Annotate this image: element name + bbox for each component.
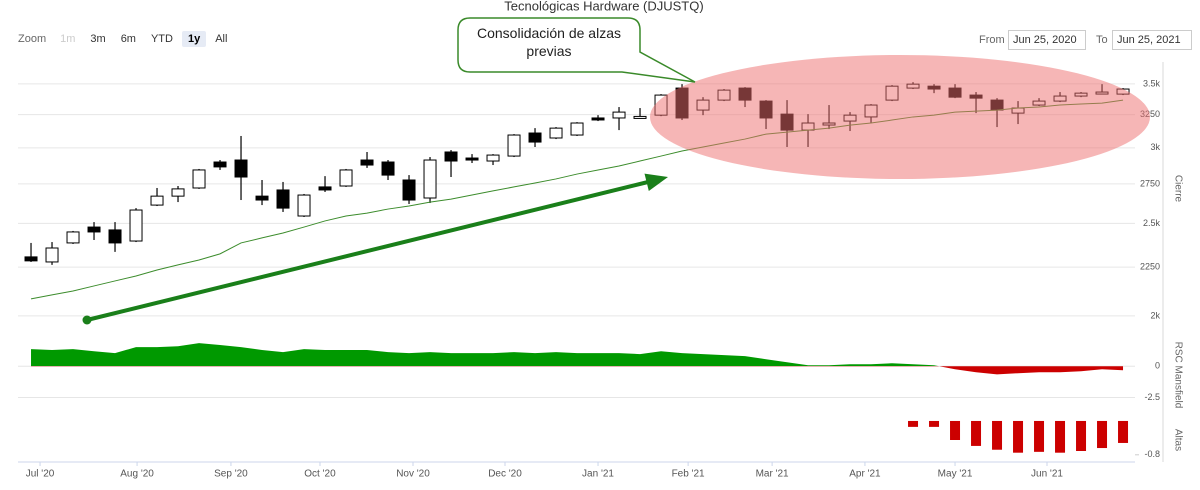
zoom-button: 1m bbox=[60, 33, 76, 45]
candle-body bbox=[45, 247, 59, 263]
bar bbox=[1097, 420, 1108, 449]
bar bbox=[950, 420, 961, 440]
candle-body bbox=[255, 195, 269, 201]
range-selector: Zoom 1m 3m 6m YTD 1y All bbox=[18, 31, 233, 47]
candle-body bbox=[318, 186, 332, 191]
bar bbox=[908, 420, 919, 427]
zoom-button[interactable]: 3m bbox=[90, 33, 106, 45]
bar bbox=[1034, 420, 1045, 452]
callout-text: Consolidación de alzas previas bbox=[477, 25, 621, 59]
y-tick-label: 2750 bbox=[1140, 178, 1160, 188]
trend-arrow bbox=[86, 180, 649, 322]
candle-body bbox=[465, 157, 479, 161]
y-tick-label: 3.5k bbox=[1143, 78, 1161, 88]
y-axis-title: Cierre bbox=[1172, 175, 1183, 203]
candle-body bbox=[570, 122, 584, 136]
x-tick-label: Sep '20 bbox=[214, 469, 248, 480]
chart-title: Tecnológicas Hardware (DJUSTQ) bbox=[504, 0, 703, 13]
zoom-button[interactable]: 6m bbox=[120, 33, 136, 45]
zoom-button[interactable]: 1y bbox=[181, 31, 207, 47]
area bbox=[31, 343, 1124, 375]
trend-arrow-head bbox=[644, 173, 668, 191]
candle-body bbox=[150, 195, 164, 206]
zoom-button[interactable]: All bbox=[215, 33, 228, 45]
y-tick-label: 2k bbox=[1150, 310, 1160, 320]
x-tick-label: Feb '21 bbox=[672, 469, 705, 480]
candle-body bbox=[276, 189, 290, 209]
candle-body bbox=[192, 169, 206, 189]
x-tick-label: Jun '21 bbox=[1031, 469, 1063, 480]
y-tick-label: 3k bbox=[1150, 142, 1160, 152]
y-tick-label: 3250 bbox=[1140, 109, 1160, 119]
candle-body bbox=[633, 115, 647, 119]
x-tick-label: Oct '20 bbox=[304, 469, 336, 480]
y-tick-label: -0.8 bbox=[1144, 449, 1160, 459]
candle-body bbox=[24, 256, 38, 262]
candle-body bbox=[423, 159, 437, 199]
callout-box bbox=[457, 17, 696, 83]
candle-body bbox=[234, 159, 248, 178]
x-tick-label: May '21 bbox=[938, 469, 973, 480]
to-label: To bbox=[1096, 34, 1108, 46]
from-label: From bbox=[979, 34, 1005, 46]
candle-body bbox=[612, 111, 626, 119]
candle-body bbox=[402, 179, 416, 201]
candle-body bbox=[360, 159, 374, 166]
candle-body bbox=[444, 151, 458, 162]
bar bbox=[929, 420, 940, 427]
candle-body bbox=[486, 154, 500, 162]
x-tick-label: Apr '21 bbox=[849, 469, 881, 480]
y-tick-label: -2.5 bbox=[1144, 392, 1160, 402]
candle-body bbox=[87, 226, 101, 233]
y-tick-label: 2.5k bbox=[1143, 218, 1161, 228]
bar bbox=[992, 420, 1003, 450]
zoom-label: Zoom bbox=[18, 33, 47, 45]
bar bbox=[1013, 420, 1024, 453]
candle-body bbox=[507, 134, 521, 157]
x-tick-label: Nov '20 bbox=[396, 469, 430, 480]
candle-body bbox=[591, 117, 605, 121]
x-tick-label: Aug '20 bbox=[120, 469, 154, 480]
trend-arrow-start bbox=[82, 315, 92, 325]
bar bbox=[1118, 420, 1129, 443]
candle-body bbox=[297, 194, 311, 217]
y-axis-title: RSC Mansfield bbox=[1172, 342, 1183, 409]
to-date-input[interactable]: Jun 25, 2021 bbox=[1112, 30, 1192, 50]
zoom-button[interactable]: YTD bbox=[150, 33, 173, 45]
candle-body bbox=[339, 169, 353, 187]
candle-body bbox=[171, 188, 185, 197]
x-tick-label: Jan '21 bbox=[582, 469, 614, 480]
from-date-input[interactable]: Jun 25, 2020 bbox=[1008, 30, 1086, 50]
bar bbox=[1055, 420, 1066, 453]
y-tick-label: 0 bbox=[1155, 361, 1160, 371]
x-tick-label: Dec '20 bbox=[488, 469, 522, 480]
candle-body bbox=[381, 161, 395, 176]
bar bbox=[971, 420, 982, 446]
y-tick-label: 2250 bbox=[1140, 261, 1160, 271]
candle-body bbox=[528, 132, 542, 143]
bar bbox=[1076, 420, 1087, 451]
candle-body bbox=[108, 229, 122, 244]
candle-body bbox=[129, 209, 143, 242]
candle-body bbox=[213, 161, 227, 168]
candle-body bbox=[66, 231, 80, 244]
x-tick-label: Jul '20 bbox=[26, 469, 55, 480]
y-axis-title: Altas bbox=[1172, 429, 1183, 451]
candle-body bbox=[549, 127, 563, 139]
highlight-ellipse bbox=[650, 55, 1150, 179]
x-tick-label: Mar '21 bbox=[756, 469, 789, 480]
